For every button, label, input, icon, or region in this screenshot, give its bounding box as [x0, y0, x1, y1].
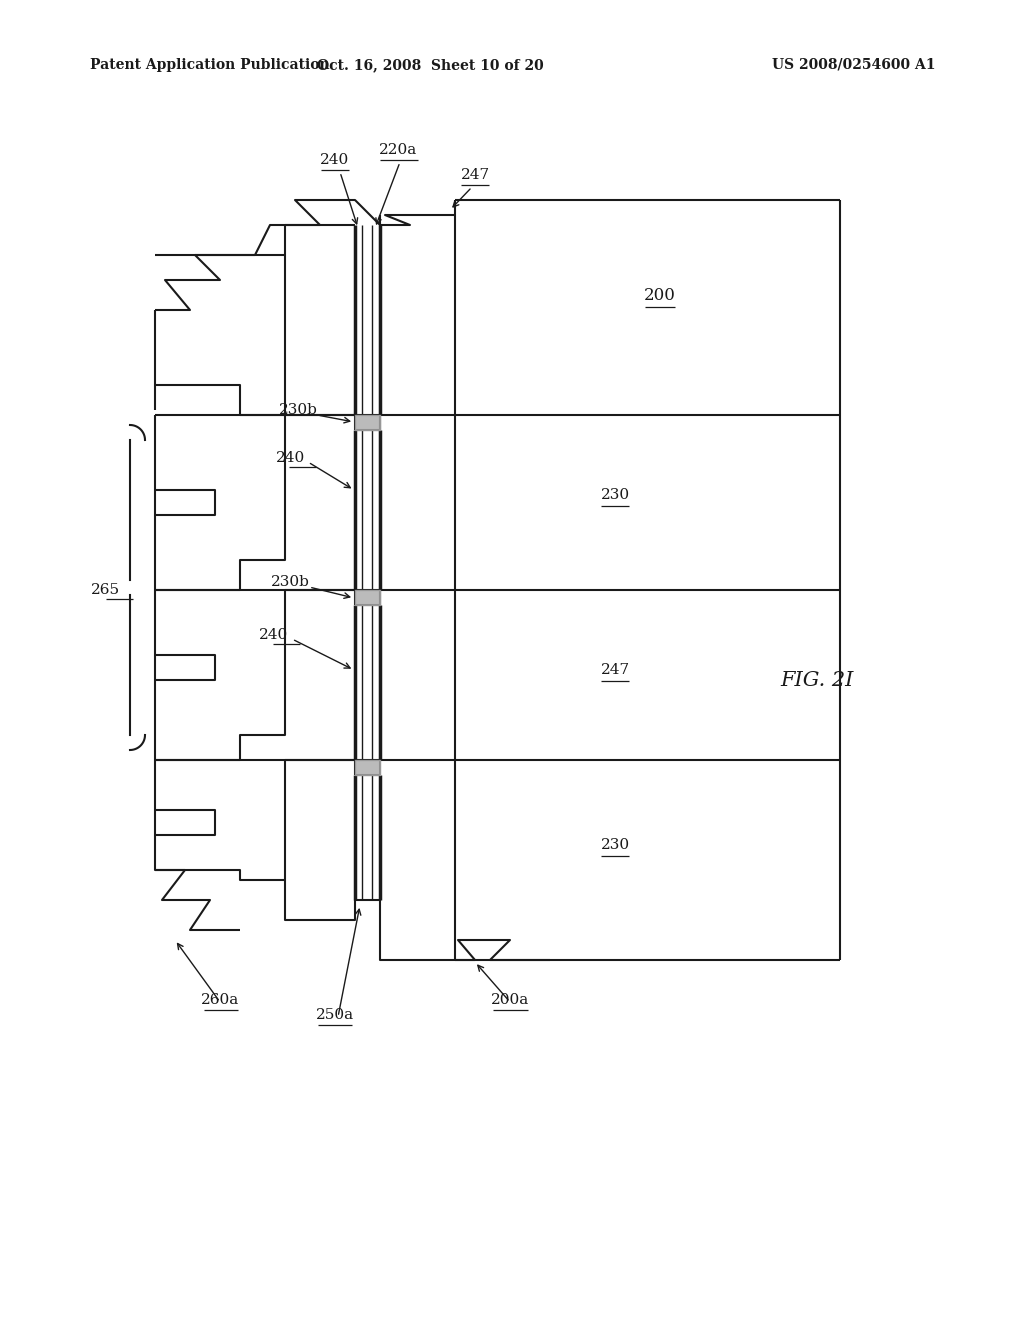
Text: 240: 240	[259, 628, 288, 642]
Text: 247: 247	[600, 663, 630, 677]
Text: 230b: 230b	[280, 403, 318, 417]
Text: FIG. 2I: FIG. 2I	[780, 671, 853, 689]
Text: 200: 200	[644, 286, 676, 304]
Text: 247: 247	[461, 168, 489, 182]
Text: Patent Application Publication: Patent Application Publication	[90, 58, 330, 73]
Text: 240: 240	[321, 153, 349, 168]
Text: Oct. 16, 2008  Sheet 10 of 20: Oct. 16, 2008 Sheet 10 of 20	[316, 58, 544, 73]
Text: 220a: 220a	[379, 143, 417, 157]
Text: 230b: 230b	[271, 576, 310, 589]
Text: 200a: 200a	[490, 993, 529, 1007]
Text: 250a: 250a	[316, 1008, 354, 1022]
Text: 265: 265	[91, 583, 120, 597]
Text: US 2008/0254600 A1: US 2008/0254600 A1	[771, 58, 935, 73]
Text: 240: 240	[275, 451, 305, 465]
Text: 230: 230	[600, 488, 630, 502]
Text: 230: 230	[600, 838, 630, 851]
Text: 260a: 260a	[201, 993, 240, 1007]
